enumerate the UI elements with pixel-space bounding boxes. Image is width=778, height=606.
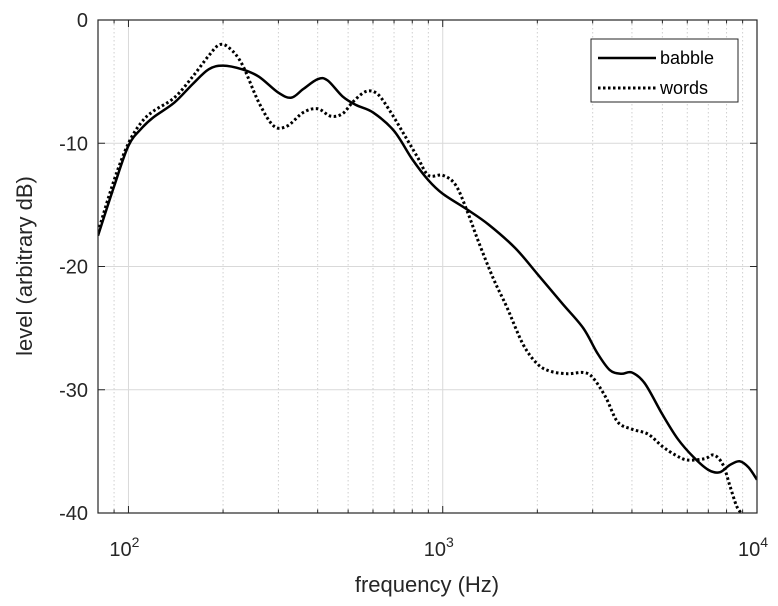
legend-label-babble: babble [660, 48, 714, 68]
legend-label-words: words [659, 78, 708, 98]
legend-box [590, 38, 739, 103]
y-tick-label: -20 [59, 257, 88, 279]
x-axis-label: frequency (Hz) [355, 572, 499, 597]
x-tick-label: 103 [424, 534, 454, 561]
x-tick-label: 102 [109, 534, 139, 561]
x-tick-labels: 102 103 104 [109, 534, 768, 561]
series-layer [98, 42, 757, 513]
axis-ticks [97, 19, 758, 514]
y-tick-label: -10 [59, 133, 88, 155]
series-line-words [98, 42, 743, 513]
y-tick-labels: 0 -10 -20 -30 -40 [59, 10, 88, 525]
legend: babble words [590, 38, 739, 103]
y-tick-label: 0 [77, 10, 88, 32]
series-line-babble [98, 64, 757, 481]
y-tick-label: -40 [59, 503, 88, 525]
y-tick-label: -30 [59, 380, 88, 402]
x-tick-label: 104 [738, 534, 768, 561]
y-axis-label: level (arbitrary dB) [12, 176, 37, 356]
